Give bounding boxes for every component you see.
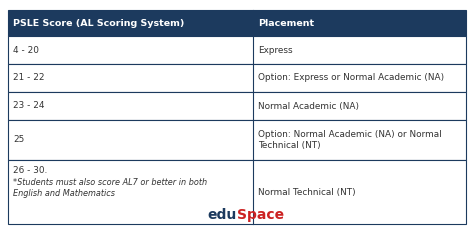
Text: Placement: Placement [258, 18, 314, 27]
Bar [8, 64, 466, 92]
Bar [8, 10, 466, 36]
Text: 26 - 30.: 26 - 30. [13, 166, 47, 175]
Text: edu: edu [208, 208, 237, 222]
Text: Space: Space [237, 208, 284, 222]
Bar [8, 36, 466, 64]
Bar [8, 160, 466, 224]
Bar [8, 120, 466, 160]
Text: 25: 25 [13, 136, 24, 145]
Text: Express: Express [258, 45, 292, 54]
Text: Normal Academic (NA): Normal Academic (NA) [258, 102, 359, 110]
Text: 23 - 24: 23 - 24 [13, 102, 45, 110]
Bar [8, 92, 466, 120]
Text: PSLE Score (AL Scoring System): PSLE Score (AL Scoring System) [13, 18, 184, 27]
Text: 4 - 20: 4 - 20 [13, 45, 39, 54]
Text: Option: Express or Normal Academic (NA): Option: Express or Normal Academic (NA) [258, 74, 444, 82]
Text: Option: Normal Academic (NA) or Normal
Technical (NT): Option: Normal Academic (NA) or Normal T… [258, 130, 442, 150]
Text: 21 - 22: 21 - 22 [13, 74, 45, 82]
Text: Normal Technical (NT): Normal Technical (NT) [258, 188, 356, 196]
Text: *Students must also score AL7 or better in both
English and Mathematics: *Students must also score AL7 or better … [13, 178, 207, 198]
